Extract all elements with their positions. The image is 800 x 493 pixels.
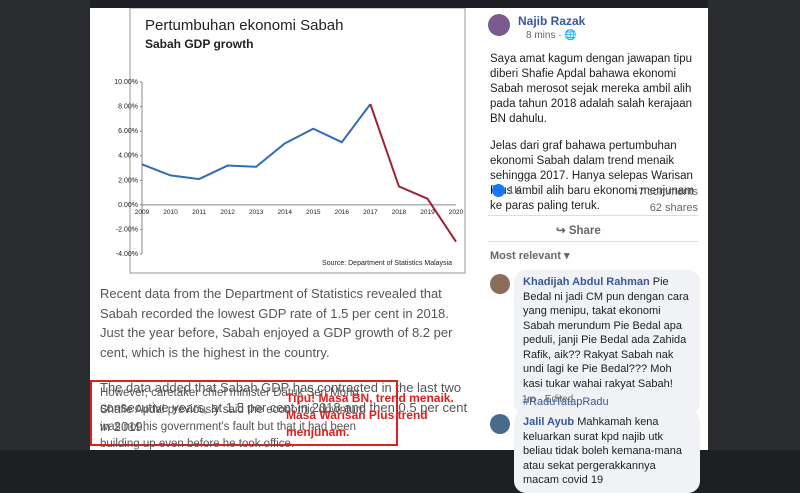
time: 8 mins ·	[526, 30, 565, 41]
highlight-box: However, caretaker chief minister Datuk …	[90, 380, 398, 450]
y-tick-label: 10.00%	[114, 79, 138, 86]
data-line	[369, 103, 457, 243]
backdrop	[0, 0, 90, 450]
chart-subtitle: Sabah GDP growth	[145, 37, 253, 51]
y-tick-label: -2.00%	[116, 226, 138, 233]
article-image: Pertumbuhan ekonomi Sabah Sabah GDP grow…	[90, 8, 478, 450]
paragraph: The data added that Sabah GDP has contra…	[100, 380, 468, 434]
avatar	[490, 414, 510, 434]
y-tick-label: 0.00%	[118, 202, 138, 209]
comment: Jalil Ayub Mahkamah kena keluarkan surat…	[514, 410, 700, 493]
x-tick-label: 2013	[249, 209, 264, 216]
comments-count[interactable]: 47 comments	[631, 186, 698, 198]
y-tick-label: -4.00%	[116, 251, 138, 258]
x-tick-label: 2010	[163, 209, 178, 216]
post-text: Saya amat kagum dengan jawapan tipu dibe…	[490, 52, 700, 226]
y-tick-label: 8.00%	[118, 104, 138, 111]
chart: Pertumbuhan ekonomi Sabah Sabah GDP grow…	[114, 8, 466, 274]
hashtag[interactable]: #RaduTatapRadu	[523, 396, 609, 408]
x-tick-label: 2009	[135, 209, 150, 216]
y-tick-label: 6.00%	[118, 128, 138, 135]
x-tick-label: 2015	[306, 209, 321, 216]
reactions[interactable]: 1K	[492, 184, 522, 197]
comment-author[interactable]: Khadijah Abdul Rahman	[523, 276, 650, 288]
reaction-count: 1K	[508, 184, 522, 197]
x-tick-label: 2019	[420, 209, 435, 216]
share-label: Share	[568, 225, 601, 237]
y-tick-label: 2.00%	[118, 177, 138, 184]
y-tick-label: 4.00%	[118, 153, 138, 160]
comment-author[interactable]: Jalil Ayub	[523, 416, 575, 428]
comment-meta: 1m · Edited	[522, 394, 574, 405]
chart-frame	[129, 8, 466, 274]
article-text: Recent data from the Department of Stati…	[100, 284, 472, 453]
avatar	[488, 14, 510, 36]
timestamp: 8 mins · 🌐	[526, 30, 577, 41]
like-icon	[492, 184, 505, 197]
paragraph: Recent data from the Department of Stati…	[100, 286, 453, 360]
shares-count[interactable]: 62 shares	[649, 202, 698, 214]
chart-source: Source: Department of Statistics Malaysi…	[322, 260, 452, 267]
avatar	[490, 274, 510, 294]
comment-text: Pie Bedal ni jadi CM pun dengan cara yan…	[523, 276, 689, 390]
backdrop	[708, 0, 800, 450]
data-line	[141, 103, 372, 181]
comment: Khadijah Abdul Rahman Pie Bedal ni jadi …	[514, 270, 700, 415]
author[interactable]: Najib Razak	[518, 14, 586, 28]
post-panel: Najib Razak 8 mins · 🌐 Saya amat kagum d…	[478, 8, 708, 493]
x-tick-label: 2018	[392, 209, 407, 216]
paragraph: Jelas dari graf bahawa pertumbuhan ekono…	[490, 140, 694, 212]
annotation: Tipu! Masa BN, trend menaik. Masa Warisa…	[286, 391, 454, 439]
x-tick-label: 2020	[449, 209, 464, 216]
share-button[interactable]: ↪ Share	[556, 225, 601, 237]
highlight-text: However, caretaker chief minister Datuk …	[100, 387, 366, 450]
x-tick-label: 2017	[363, 209, 378, 216]
paragraph: Saya amat kagum dengan jawapan tipu dibe…	[490, 53, 693, 125]
x-tick-label: 2016	[335, 209, 350, 216]
sort[interactable]: Most relevant ▾	[490, 250, 570, 262]
action-bar: ↪ Share	[488, 215, 698, 242]
x-tick-label: 2011	[192, 209, 206, 216]
chart-title: Pertumbuhan ekonomi Sabah	[145, 17, 343, 34]
x-tick-label: 2014	[277, 209, 292, 216]
x-tick-label: 2012	[220, 209, 235, 216]
counts: 47 comments 62 shares	[632, 184, 698, 216]
